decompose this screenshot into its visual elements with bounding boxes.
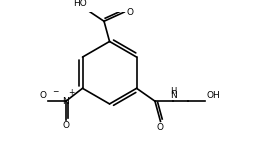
Text: O: O [157,123,164,132]
Text: O: O [40,91,47,100]
Text: O: O [62,121,70,130]
Text: +: + [68,88,74,97]
Text: N: N [170,91,177,100]
Text: N: N [62,97,69,106]
Text: H: H [170,87,177,96]
Text: OH: OH [207,91,220,100]
Text: O: O [126,8,133,17]
Text: −: − [52,88,58,97]
Text: HO: HO [73,0,87,8]
